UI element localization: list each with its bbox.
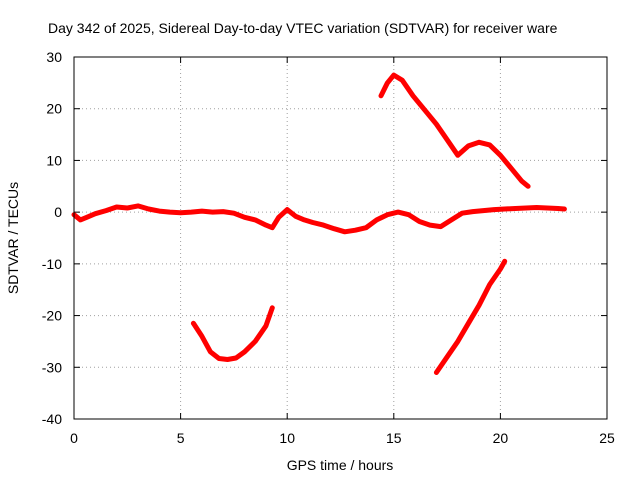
x-tick-label: 0 bbox=[70, 430, 78, 446]
y-tick-label: -20 bbox=[42, 308, 62, 324]
series-line-4 bbox=[190, 305, 275, 362]
data-series bbox=[71, 72, 567, 375]
grid-lines bbox=[74, 57, 607, 419]
y-tick-label: 20 bbox=[46, 101, 62, 117]
y-tick-labels: 30 20 10 0 -10 -20 -30 -40 bbox=[42, 49, 62, 427]
y-tick-label: -40 bbox=[42, 411, 62, 427]
y-tick-label: -10 bbox=[42, 256, 62, 272]
series-line-1 bbox=[71, 203, 567, 235]
y-tick-label: 30 bbox=[46, 49, 62, 65]
x-tick-label: 5 bbox=[177, 430, 185, 446]
plot-frame bbox=[73, 56, 608, 420]
x-tick-label: 25 bbox=[599, 430, 615, 446]
x-tick-label: 20 bbox=[493, 430, 509, 446]
y-tick-label: 0 bbox=[54, 204, 62, 220]
axis-ticks bbox=[73, 56, 608, 420]
series-line-2 bbox=[378, 72, 531, 189]
x-axis-title: GPS time / hours bbox=[287, 457, 394, 473]
y-axis-title: SDTVAR / TECUs bbox=[5, 182, 21, 294]
x-tick-label: 15 bbox=[386, 430, 402, 446]
x-tick-label: 10 bbox=[279, 430, 295, 446]
y-tick-label: 10 bbox=[46, 152, 62, 168]
chart-title: Day 342 of 2025, Sidereal Day-to-day VTE… bbox=[48, 20, 558, 36]
series-line-3 bbox=[433, 258, 508, 375]
y-tick-label: -30 bbox=[42, 359, 62, 375]
x-tick-labels: 0 5 10 15 20 25 bbox=[70, 430, 615, 446]
